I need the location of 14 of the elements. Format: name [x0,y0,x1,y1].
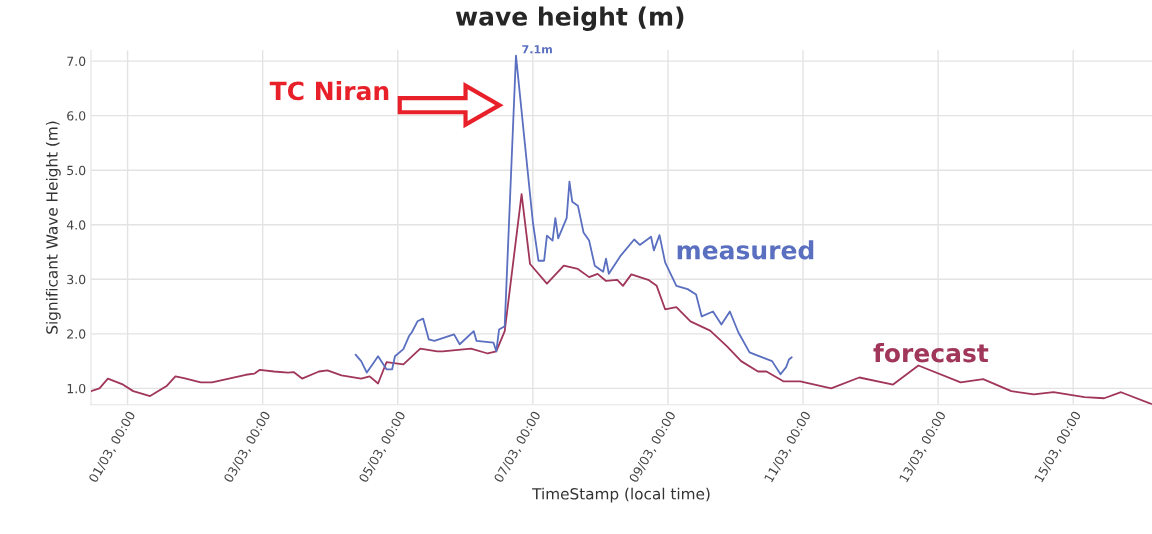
y-axis-title: Significant Wave Height (m) [45,121,61,334]
y-tick-label: 4.0 [66,220,86,230]
y-tick-label: 5.0 [67,165,86,176]
chart-title: wave height (m) [455,6,684,31]
y-tick-label: 7.0 [67,56,86,67]
y-tick-label: 1.0 [67,383,86,394]
series-label: measured [677,240,814,260]
y-tick-label: 6.0 [67,111,86,121]
x-axis-title: TimeStamp (local time) [532,487,710,503]
y-tick-label: 2.0 [67,329,86,339]
series-label: forecast [873,343,989,363]
annotation: 7.1m [522,45,552,54]
y-tick-label: 3.0 [67,274,86,285]
annotation: TC Niran [269,81,389,101]
